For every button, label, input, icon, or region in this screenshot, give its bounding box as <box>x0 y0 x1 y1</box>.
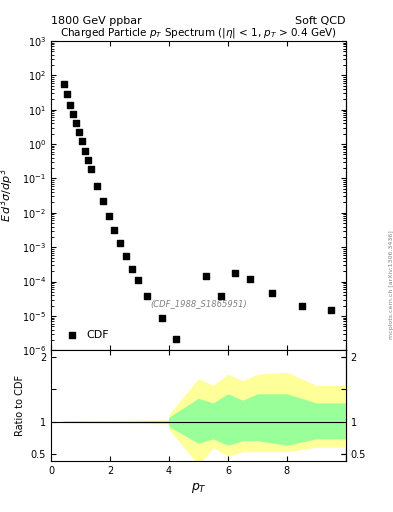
Text: 1800 GeV ppbar: 1800 GeV ppbar <box>51 15 142 26</box>
Point <box>111 226 118 234</box>
Point <box>203 271 209 280</box>
Point <box>188 354 194 362</box>
Point <box>129 264 135 272</box>
Point <box>135 276 141 284</box>
Y-axis label: $E\,d^3\sigma/dp^3$: $E\,d^3\sigma/dp^3$ <box>0 169 17 222</box>
Point <box>64 90 70 98</box>
Point <box>117 239 123 247</box>
Point <box>82 146 88 155</box>
Point <box>99 197 106 205</box>
Point <box>105 211 112 220</box>
Point <box>123 252 129 260</box>
Point <box>173 335 180 344</box>
Point <box>88 165 94 173</box>
Point <box>269 289 275 297</box>
Point <box>328 306 334 314</box>
Y-axis label: Ratio to CDF: Ratio to CDF <box>15 375 25 436</box>
Point <box>144 292 150 300</box>
Point <box>158 314 165 323</box>
Text: mcplots.cern.ch [arXiv:1306.3436]: mcplots.cern.ch [arXiv:1306.3436] <box>389 230 393 339</box>
Point <box>232 269 239 277</box>
Point <box>85 156 91 164</box>
Point <box>94 181 100 189</box>
Title: Charged Particle $p_T$ Spectrum ($|\eta|$ < 1, $p_T$ > 0.4 GeV): Charged Particle $p_T$ Spectrum ($|\eta|… <box>60 26 337 40</box>
Point <box>70 110 76 118</box>
Point <box>76 128 82 136</box>
Point <box>247 275 253 283</box>
Legend: CDF: CDF <box>57 326 114 345</box>
Text: Soft QCD: Soft QCD <box>296 15 346 26</box>
Point <box>299 302 305 310</box>
Point <box>61 80 68 89</box>
Point <box>79 137 85 145</box>
Point <box>67 100 73 109</box>
Point <box>73 119 79 127</box>
Point <box>217 292 224 300</box>
X-axis label: $p_T$: $p_T$ <box>191 481 206 495</box>
Text: (CDF_1988_S1865951): (CDF_1988_S1865951) <box>150 300 247 308</box>
